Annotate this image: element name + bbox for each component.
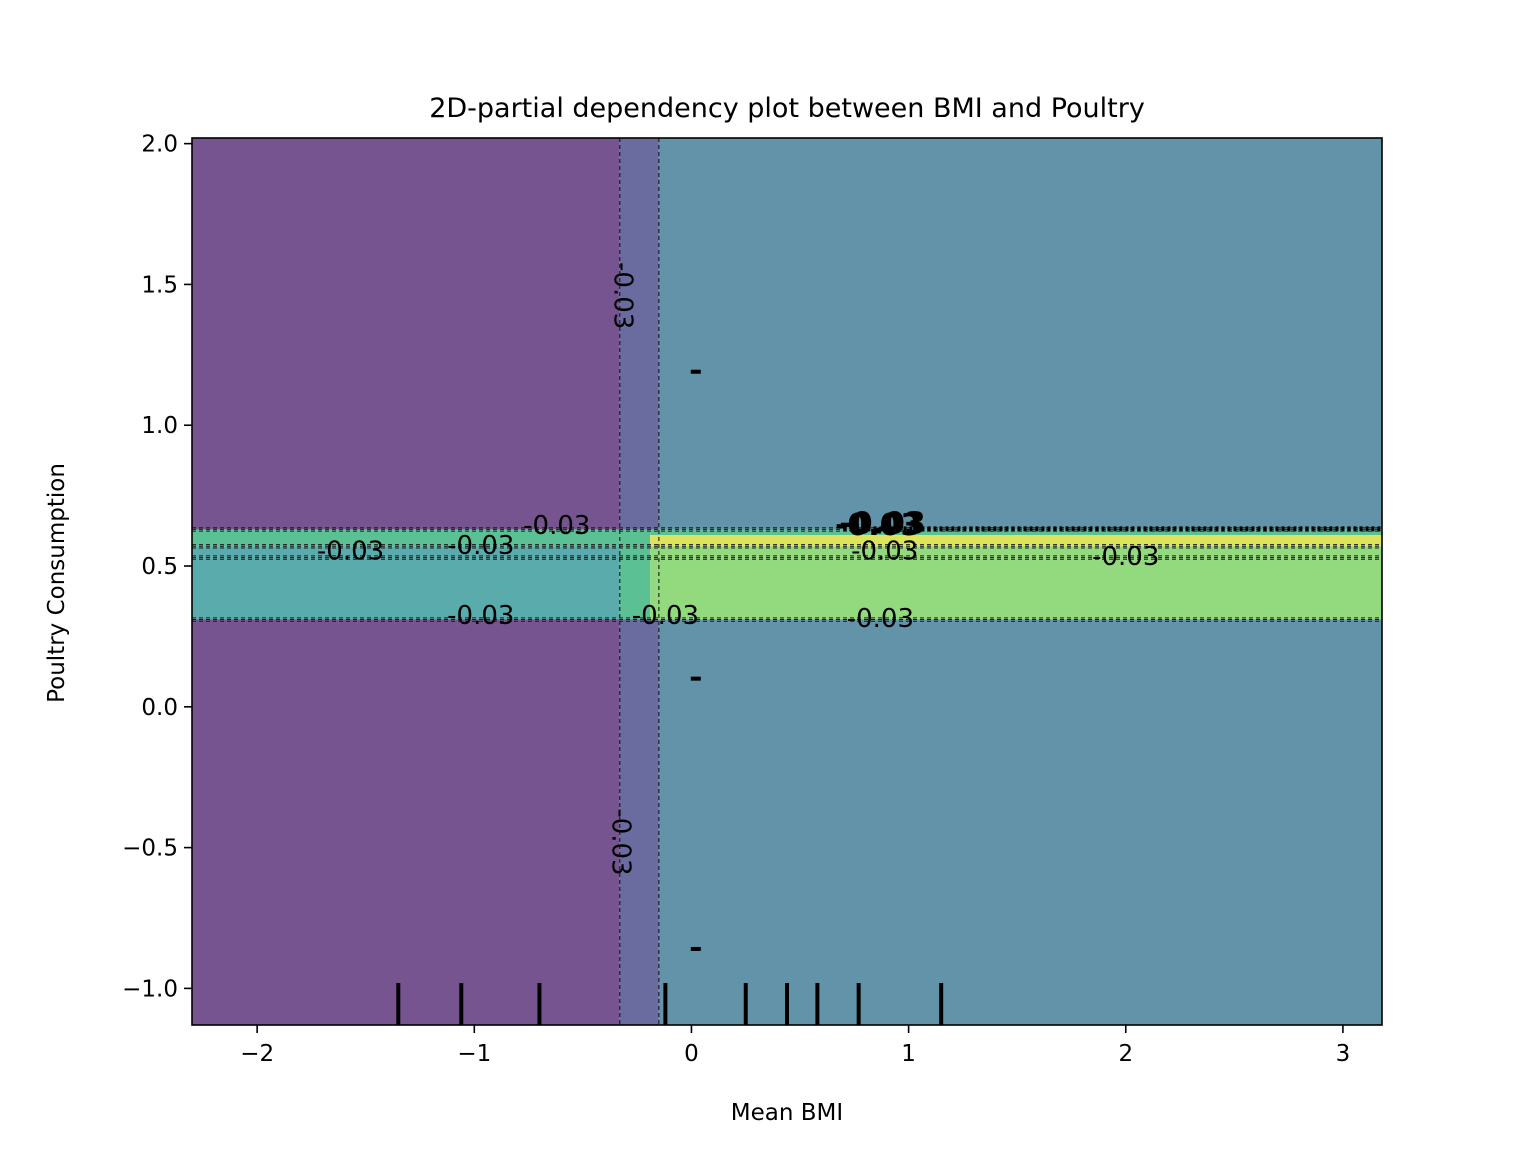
contour-lines	[192, 138, 1382, 1025]
contour-region	[650, 546, 1382, 558]
contour-label: -0.03	[835, 508, 921, 543]
y-axis: −1.0 −0.5 0.0 0.5 1.0 1.5 2.0	[122, 132, 192, 1002]
contour-label: -0.03	[847, 604, 914, 634]
contour-regions	[192, 138, 1382, 1025]
chart-title: 2D-partial dependency plot between BMI a…	[429, 93, 1145, 124]
x-tick-label: 3	[1336, 1041, 1351, 1067]
x-tick-label: 1	[901, 1041, 916, 1067]
y-tick-label: 1.0	[141, 413, 178, 439]
small-marks	[690, 369, 701, 951]
contour-label: -0.03	[447, 531, 514, 561]
contour-label: -0.03	[605, 808, 635, 875]
contour-label: -0.03	[523, 511, 590, 541]
x-axis-label: Mean BMI	[731, 1100, 843, 1126]
y-tick-label: 1.5	[141, 272, 178, 298]
plot-area: -0.03 -0.03-0.03-0.03 -0.03-0.03 -0.03-0.03…	[192, 138, 1382, 1025]
contour-region	[192, 529, 620, 547]
x-tick-label: 0	[684, 1041, 699, 1067]
contour-label: -0.03	[447, 601, 514, 631]
contour-region	[650, 557, 1382, 620]
contour-region	[650, 535, 1382, 547]
x-tick-label: 2	[1118, 1041, 1133, 1067]
y-tick-label: 0.0	[141, 695, 178, 721]
contour-label: -0.03	[1092, 542, 1159, 572]
contour-label: -0.03	[632, 601, 699, 631]
contour-region	[192, 557, 620, 620]
contour-region	[619, 619, 659, 1025]
contour-region	[192, 546, 620, 558]
contour-label: -0.03	[607, 262, 637, 329]
y-tick-label: −0.5	[122, 836, 178, 862]
y-tick-label: 2.0	[141, 132, 178, 158]
contour-label: -0.03	[317, 536, 384, 566]
x-tick-label: −1	[457, 1041, 491, 1067]
contour-region	[650, 529, 1382, 536]
contour-region	[619, 138, 659, 530]
y-axis-label: Poultry Consumption	[44, 463, 70, 703]
x-tick-label: −2	[240, 1041, 274, 1067]
y-tick-label: 0.5	[141, 554, 178, 580]
contour-label: -0.03	[851, 536, 918, 566]
contour-label: -0.03	[839, 507, 925, 542]
x-axis: −2 −1 0 1 2 3	[240, 1025, 1350, 1067]
contour-region	[658, 619, 1382, 1025]
contour-region	[192, 619, 620, 1025]
contour-region	[658, 138, 1382, 530]
y-tick-label: −1.0	[122, 976, 178, 1002]
contour-region	[192, 138, 620, 530]
decile-rug	[396, 983, 944, 1025]
plot-frame	[191, 137, 1383, 1026]
contour-labels: -0.03 -0.03-0.03-0.03 -0.03-0.03 -0.03-0.03…	[317, 262, 1160, 876]
